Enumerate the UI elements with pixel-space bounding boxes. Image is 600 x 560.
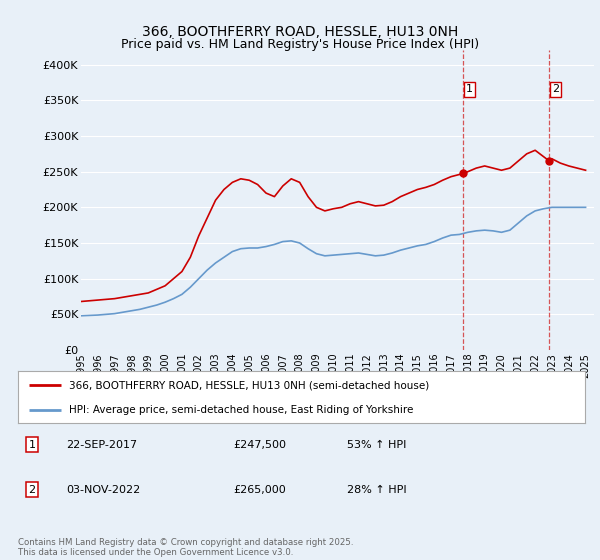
Text: 22-SEP-2017: 22-SEP-2017 [66,440,137,450]
Text: 2: 2 [552,85,559,94]
Text: 28% ↑ HPI: 28% ↑ HPI [347,485,406,495]
Text: HPI: Average price, semi-detached house, East Riding of Yorkshire: HPI: Average price, semi-detached house,… [69,405,413,415]
Text: Contains HM Land Registry data © Crown copyright and database right 2025.
This d: Contains HM Land Registry data © Crown c… [18,538,353,557]
Text: Price paid vs. HM Land Registry's House Price Index (HPI): Price paid vs. HM Land Registry's House … [121,38,479,51]
Text: £265,000: £265,000 [233,485,286,495]
Text: £247,500: £247,500 [233,440,286,450]
Text: 366, BOOTHFERRY ROAD, HESSLE, HU13 0NH (semi-detached house): 366, BOOTHFERRY ROAD, HESSLE, HU13 0NH (… [69,380,429,390]
Text: 366, BOOTHFERRY ROAD, HESSLE, HU13 0NH: 366, BOOTHFERRY ROAD, HESSLE, HU13 0NH [142,25,458,39]
Text: 1: 1 [466,85,473,94]
Text: 53% ↑ HPI: 53% ↑ HPI [347,440,406,450]
Text: 2: 2 [29,485,36,495]
Text: 03-NOV-2022: 03-NOV-2022 [66,485,140,495]
Text: 1: 1 [29,440,35,450]
